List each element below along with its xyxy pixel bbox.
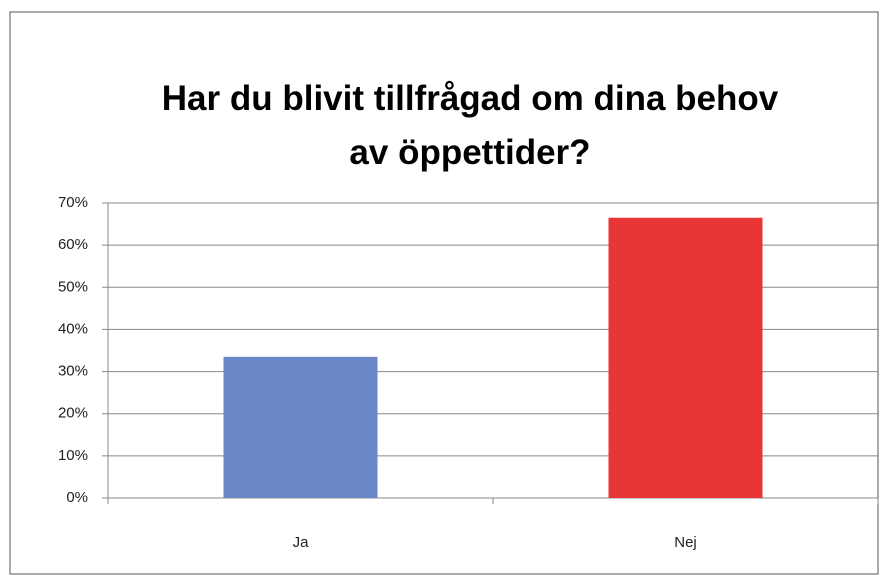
chart-border [9, 11, 879, 575]
y-tick-label: 50% [58, 278, 88, 295]
y-tick-label: 40% [58, 320, 88, 337]
chart-title: Har du blivit tillfrågad om dina behov a… [161, 79, 779, 172]
bar [608, 217, 763, 498]
y-tick-label: 60% [58, 236, 88, 253]
y-tick-label: 0% [66, 489, 88, 506]
bar [223, 356, 378, 498]
x-tick-label: Ja [293, 534, 310, 551]
y-tick-label: 30% [58, 363, 88, 380]
y-tick-label: 20% [58, 405, 88, 422]
x-tick-label: Nej [674, 534, 697, 551]
y-tick-label: 10% [58, 447, 88, 464]
y-tick-label: 70% [58, 194, 88, 211]
